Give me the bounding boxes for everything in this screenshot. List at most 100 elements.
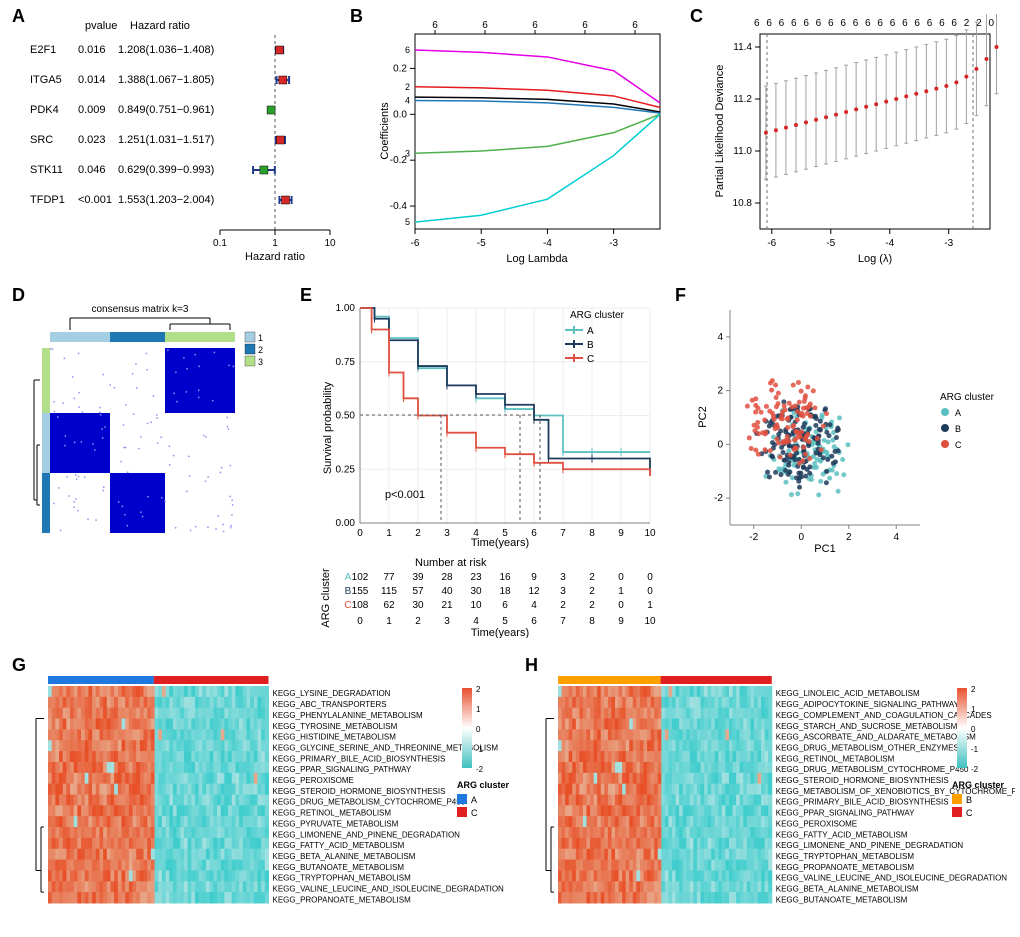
svg-text:10: 10 xyxy=(644,528,656,539)
svg-text:28: 28 xyxy=(441,572,453,583)
svg-text:1: 1 xyxy=(647,600,653,611)
svg-text:C: C xyxy=(344,600,351,611)
svg-text:KEGG_BUTANOATE_METABOLISM: KEGG_BUTANOATE_METABOLISM xyxy=(273,863,405,872)
panel-label-a: A xyxy=(12,6,25,27)
svg-text:1: 1 xyxy=(971,705,976,714)
svg-text:3: 3 xyxy=(444,528,450,539)
svg-text:KEGG_ABC_TRANSPORTERS: KEGG_ABC_TRANSPORTERS xyxy=(273,700,387,709)
svg-text:102: 102 xyxy=(352,572,369,583)
svg-text:1: 1 xyxy=(618,586,624,597)
svg-text:0: 0 xyxy=(476,725,481,734)
svg-text:KEGG_BETA_ALANINE_METABOLISM: KEGG_BETA_ALANINE_METABOLISM xyxy=(776,885,919,894)
svg-text:2: 2 xyxy=(846,532,852,543)
svg-text:4: 4 xyxy=(405,96,410,106)
svg-text:0.50: 0.50 xyxy=(336,411,356,422)
consensus-title: consensus matrix k=3 xyxy=(92,304,189,315)
panel-label-c: C xyxy=(690,6,703,27)
svg-text:10: 10 xyxy=(644,616,656,627)
cv-xlabel: Log (λ) xyxy=(858,253,892,265)
svg-text:C: C xyxy=(587,354,594,365)
svg-text:77: 77 xyxy=(383,572,395,583)
svg-text:5: 5 xyxy=(405,217,410,227)
svg-text:62: 62 xyxy=(383,600,395,611)
svg-text:KEGG_PPAR_SIGNALING_PATHWAY: KEGG_PPAR_SIGNALING_PATHWAY xyxy=(776,809,915,818)
svg-text:2: 2 xyxy=(589,572,595,583)
svg-text:30: 30 xyxy=(470,586,482,597)
svg-text:0: 0 xyxy=(357,616,363,627)
svg-text:39: 39 xyxy=(412,572,424,583)
svg-text:2: 2 xyxy=(971,685,976,694)
svg-text:2: 2 xyxy=(405,82,410,92)
svg-text:KEGG_STEROID_HORMONE_BIOSYNTHE: KEGG_STEROID_HORMONE_BIOSYNTHESIS xyxy=(273,787,446,796)
svg-text:108: 108 xyxy=(352,600,369,611)
svg-text:3: 3 xyxy=(560,572,566,583)
svg-text:A: A xyxy=(955,408,961,418)
svg-text:-4: -4 xyxy=(885,238,894,249)
svg-text:40: 40 xyxy=(441,586,453,597)
svg-text:6: 6 xyxy=(482,20,488,31)
lasso-ylabel: Coefficients xyxy=(379,102,391,160)
svg-text:3: 3 xyxy=(560,586,566,597)
risk-xlabel: Time(years) xyxy=(471,627,529,638)
svg-text:KEGG_ADIPOCYTOKINE_SIGNALING_P: KEGG_ADIPOCYTOKINE_SIGNALING_PATHWAY xyxy=(776,700,960,709)
svg-text:KEGG_PYRUVATE_METABOLISM: KEGG_PYRUVATE_METABOLISM xyxy=(273,819,399,828)
svg-text:0.75: 0.75 xyxy=(336,357,356,368)
svg-text:0: 0 xyxy=(798,532,804,543)
lasso-xlabel: Log Lambda xyxy=(506,253,568,265)
svg-text:2: 2 xyxy=(476,685,481,694)
svg-text:-3: -3 xyxy=(944,238,953,249)
svg-text:ARG cluster: ARG cluster xyxy=(457,780,510,790)
svg-text:KEGG_FATTY_ACID_METABOLISM: KEGG_FATTY_ACID_METABOLISM xyxy=(776,830,908,839)
forest-row: E2F10.0161.208(1.036−1.408) xyxy=(30,44,220,56)
lasso-cv-plot: Partial Likelihood Deviance Log (λ) 6 6 … xyxy=(705,14,1005,269)
svg-text:30: 30 xyxy=(412,600,424,611)
svg-text:-6: -6 xyxy=(767,238,776,249)
svg-text:23: 23 xyxy=(470,572,482,583)
svg-text:2: 2 xyxy=(415,616,421,627)
svg-text:KEGG_LYSINE_DEGRADATION: KEGG_LYSINE_DEGRADATION xyxy=(273,689,391,698)
svg-text:5: 5 xyxy=(502,528,508,539)
svg-text:KEGG_DRUG_METABOLISM_CYTOCHROM: KEGG_DRUG_METABOLISM_CYTOCHROME_P450 xyxy=(776,765,969,774)
svg-text:C: C xyxy=(955,440,962,450)
svg-text:2: 2 xyxy=(589,586,595,597)
svg-text:B: B xyxy=(587,340,594,351)
svg-text:0: 0 xyxy=(717,439,723,450)
svg-text:-3: -3 xyxy=(609,238,618,249)
svg-text:9: 9 xyxy=(618,616,624,627)
svg-text:4: 4 xyxy=(893,532,899,543)
panel-label-e: E xyxy=(300,285,312,306)
svg-text:KEGG_PEROXISOME: KEGG_PEROXISOME xyxy=(776,819,857,828)
svg-text:KEGG_DRUG_METABOLISM_OTHER_ENZ: KEGG_DRUG_METABOLISM_OTHER_ENZYMES xyxy=(776,743,959,752)
svg-text:KEGG_LIMONENE_AND_PINENE_DEGRA: KEGG_LIMONENE_AND_PINENE_DEGRADATION xyxy=(776,841,964,850)
risk-ylab: ARG cluster xyxy=(320,568,332,628)
svg-text:11.2: 11.2 xyxy=(733,94,752,105)
svg-text:KEGG_PRIMARY_BILE_ACID_BIOSYNT: KEGG_PRIMARY_BILE_ACID_BIOSYNTHESIS xyxy=(776,798,949,807)
svg-text:KEGG_LIMONENE_AND_PINENE_DEGRA: KEGG_LIMONENE_AND_PINENE_DEGRADATION xyxy=(273,830,461,839)
pca-xlabel: PC1 xyxy=(814,543,835,555)
svg-text:0.25: 0.25 xyxy=(336,464,356,475)
svg-text:KEGG_TYROSINE_METABOLISM: KEGG_TYROSINE_METABOLISM xyxy=(273,722,398,731)
svg-text:KEGG_HISTIDINE_METABOLISM: KEGG_HISTIDINE_METABOLISM xyxy=(273,733,397,742)
svg-text:12: 12 xyxy=(528,586,540,597)
svg-text:2: 2 xyxy=(258,345,263,355)
cv-top: 6 6 6 6 6 6 6 6 6 6 6 6 6 6 6 6 6 2 2 0 xyxy=(754,18,996,29)
svg-text:-2: -2 xyxy=(971,765,979,774)
svg-text:10.8: 10.8 xyxy=(733,198,753,209)
svg-text:3: 3 xyxy=(405,148,410,158)
svg-text:KEGG_RETINOL_METABOLISM: KEGG_RETINOL_METABOLISM xyxy=(273,809,392,818)
svg-text:KEGG_PROPANOATE_METABOLISM: KEGG_PROPANOATE_METABOLISM xyxy=(776,863,915,872)
svg-text:KEGG_PROPANOATE_METABOLISM: KEGG_PROPANOATE_METABOLISM xyxy=(273,895,412,904)
svg-text:6: 6 xyxy=(582,20,588,31)
svg-text:3: 3 xyxy=(444,616,450,627)
svg-text:1: 1 xyxy=(386,616,392,627)
heatmap-h: KEGG_LINOLEIC_ACID_METABOLISMKEGG_ADIPOC… xyxy=(540,668,1015,928)
svg-text:KEGG_DRUG_METABOLISM_CYTOCHROM: KEGG_DRUG_METABOLISM_CYTOCHROME_P450 xyxy=(273,798,466,807)
svg-text:KEGG_BUTANOATE_METABOLISM: KEGG_BUTANOATE_METABOLISM xyxy=(776,895,908,904)
svg-text:4: 4 xyxy=(473,528,479,539)
svg-text:0: 0 xyxy=(647,572,653,583)
svg-text:KEGG_PEROXISOME: KEGG_PEROXISOME xyxy=(273,776,354,785)
svg-text:1: 1 xyxy=(258,333,263,343)
svg-text:C: C xyxy=(471,808,478,818)
svg-text:KEGG_TRYPTOPHAN_METABOLISM: KEGG_TRYPTOPHAN_METABOLISM xyxy=(776,852,915,861)
svg-text:KEGG_STEROID_HORMONE_BIOSYNTHE: KEGG_STEROID_HORMONE_BIOSYNTHESIS xyxy=(776,776,949,785)
